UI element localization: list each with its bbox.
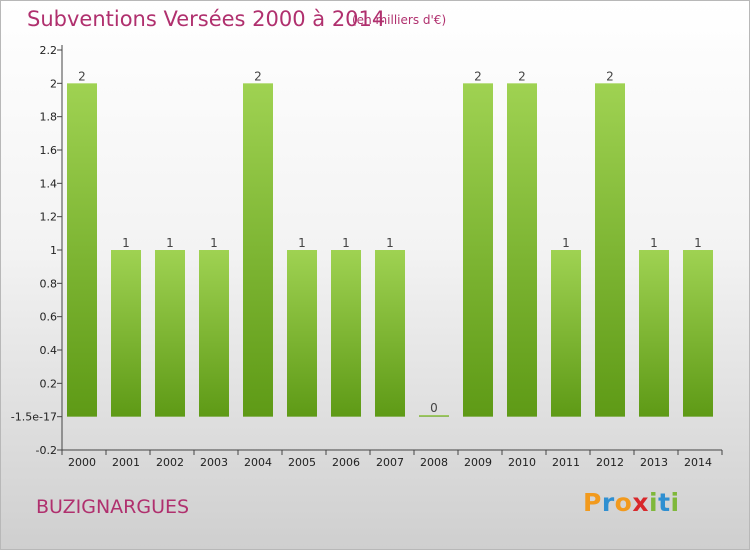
chart-subtitle: (en milliers d'€) [352,13,447,27]
bar-value-label: 1 [650,236,658,250]
bar-value-label: 2 [518,69,526,83]
x-tick-label: 2006 [332,456,360,469]
bar-2001 [111,250,141,417]
logo-letter: i [649,488,659,517]
bar-2013 [639,250,669,417]
logo-letter: r [601,488,615,517]
x-tick-label: 2014 [684,456,712,469]
y-tick-label: 2 [50,77,57,90]
x-tick-label: 2012 [596,456,624,469]
bar-2002 [155,250,185,417]
y-tick-label: 1.6 [40,144,58,157]
x-tick-label: 2005 [288,456,316,469]
logo-letter: x [632,488,649,517]
x-tick-label: 2008 [420,456,448,469]
bar-2014 [683,250,713,417]
bar-2004 [243,83,273,417]
logo-letter: t [658,488,671,517]
bar-value-label: 2 [78,69,86,83]
bar-2009 [463,83,493,417]
x-tick-label: 2013 [640,456,668,469]
x-tick-label: 2004 [244,456,272,469]
bar-2006 [331,250,361,417]
bar-value-label: 0 [430,401,438,415]
y-tick-label: 0.4 [40,344,58,357]
logo-letter: o [614,488,633,517]
bar-2010 [507,83,537,417]
chart-title: Subventions Versées 2000 à 2014 [27,7,386,31]
logo-letter: i [670,488,680,517]
x-tick-label: 2011 [552,456,580,469]
y-tick-label: 0.8 [40,277,58,290]
y-tick-label: 1.4 [40,177,58,190]
y-tick-label: 0.2 [40,377,58,390]
bar-2007 [375,250,405,417]
bar-value-label: 1 [210,236,218,250]
y-tick-label: -1.5e-17 [11,411,57,424]
axes-layer: -0.2 -1.5e-17 0.2 0.4 0.6 0.8 1 1.2 1.4 1.6 1.8 2 2.… [11,44,723,469]
y-tick-label: -0.2 [36,444,57,457]
bars-layer: 2 1 1 1 2 1 1 1 0 2 2 1 2 1 1 [67,69,713,417]
bar-2000 [67,83,97,417]
bar-2008 [419,415,449,417]
bar-2011 [551,250,581,417]
bar-value-label: 2 [254,69,262,83]
x-tick-label: 2010 [508,456,536,469]
bar-2003 [199,250,229,417]
proxiti-logo[interactable]: Proxiti [583,488,680,517]
bar-value-label: 1 [562,236,570,250]
bar-value-label: 1 [298,236,306,250]
x-tick-label: 2009 [464,456,492,469]
commune-name: BUZIGNARGUES [36,496,190,518]
x-tick-label: 2000 [68,456,96,469]
bar-value-label: 1 [166,236,174,250]
x-tick-label: 2002 [156,456,184,469]
bar-value-label: 2 [606,69,614,83]
x-tick-label: 2003 [200,456,228,469]
bar-2012 [595,83,625,417]
bar-value-label: 2 [474,69,482,83]
bar-value-label: 1 [342,236,350,250]
y-tick-label: 1.2 [40,211,58,224]
y-tick-label: 1 [50,244,57,257]
logo-letter: P [583,488,602,517]
bar-2005 [287,250,317,417]
bar-value-label: 1 [694,236,702,250]
x-tick-label: 2001 [112,456,140,469]
y-tick-label: 0.6 [40,311,58,324]
bar-value-label: 1 [386,236,394,250]
y-tick-label: 2.2 [40,44,58,57]
bar-value-label: 1 [122,236,130,250]
y-tick-label: 1.8 [40,111,58,124]
x-tick-label: 2007 [376,456,404,469]
